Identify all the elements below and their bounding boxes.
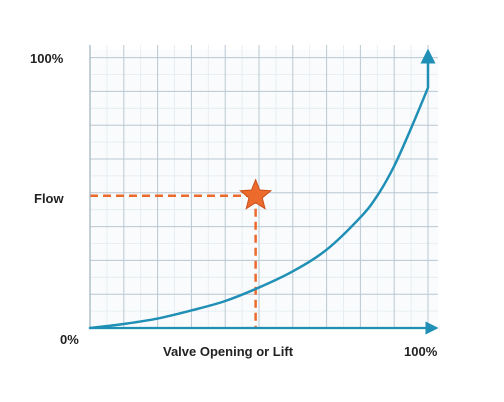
y-tick-min: 0% (60, 332, 79, 347)
marker-layer (239, 178, 273, 210)
y-axis-label: Flow (34, 191, 64, 206)
x-tick-max: 100% (404, 344, 438, 359)
axes (89, 45, 439, 335)
guide-lines (90, 194, 257, 328)
x-axis-label: Valve Opening or Lift (163, 344, 294, 359)
series-layer (88, 48, 436, 330)
minor-grid (90, 45, 438, 328)
y-tick-max: 100% (30, 51, 64, 66)
star-marker-icon (239, 178, 273, 210)
flow-curve (88, 48, 436, 330)
